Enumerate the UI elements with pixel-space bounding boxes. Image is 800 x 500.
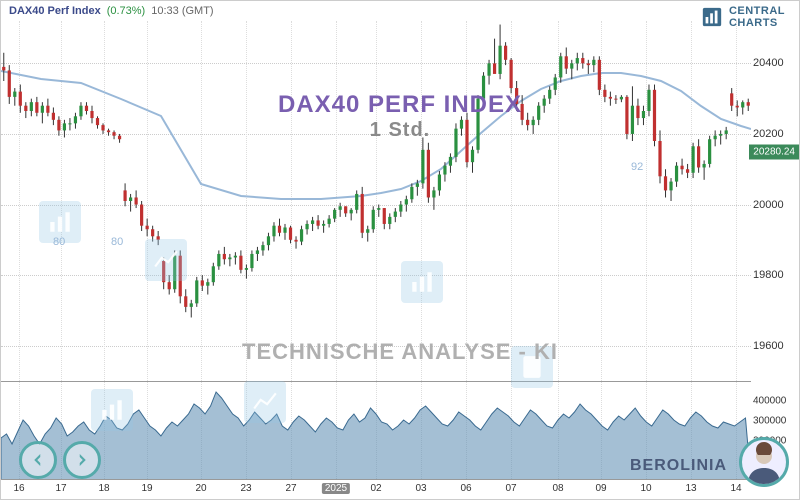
pct-change: (0.73%): [107, 5, 146, 17]
price-plot: [1, 21, 751, 381]
chart-container: DAX40 Perf Index (0.73%) 10:33 (GMT) CEN…: [0, 0, 800, 500]
chart-header: DAX40 Perf Index (0.73%) 10:33 (GMT): [1, 1, 799, 21]
centralcharts-icon: [701, 6, 723, 28]
nav-prev-button[interactable]: [19, 441, 57, 479]
brand-logo: CENTRAL CHARTS: [701, 5, 785, 29]
last-price-badge: 20280.24: [749, 145, 799, 160]
logo-line2: CHARTS: [729, 17, 785, 29]
berolinia-label: BEROLINIA: [630, 457, 727, 475]
nav-next-button[interactable]: [63, 441, 101, 479]
x-axis: 161718192023272025020306070809101314: [1, 479, 751, 499]
instrument-title: DAX40 Perf Index: [9, 5, 101, 17]
timestamp: 10:33 (GMT): [151, 5, 213, 17]
price-y-axis: 1960019800200002020020400: [749, 21, 799, 381]
avatar-icon[interactable]: [739, 437, 789, 487]
logo-text: CENTRAL CHARTS: [729, 5, 785, 29]
price-panel[interactable]: [1, 21, 751, 381]
logo-line1: CENTRAL: [729, 5, 785, 17]
